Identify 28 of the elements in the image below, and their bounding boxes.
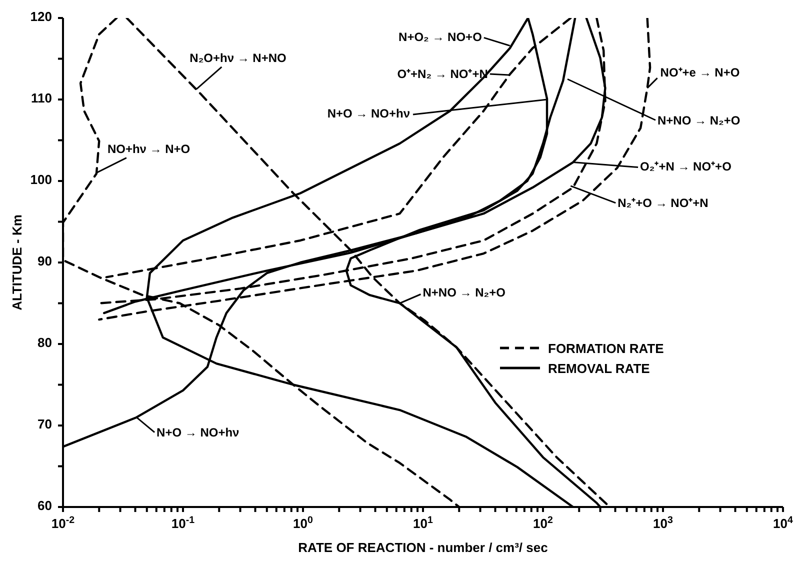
- annotation: NO+hν → N+O: [107, 142, 190, 156]
- legend-label: FORMATION RATE: [548, 340, 664, 356]
- y-tick-label: 110: [31, 90, 52, 106]
- annotation: N+NO → N₂+O: [422, 285, 506, 300]
- annotation: N+O → NO+hν: [156, 426, 240, 440]
- y-tick-label: 100: [30, 172, 52, 188]
- y-tick-label: 80: [38, 335, 52, 350]
- y-tick-label: 120: [30, 9, 52, 24]
- x-tick-label: 10$^{3}$: [653, 514, 674, 531]
- x-tick-label: 10$^{1}$: [413, 514, 434, 531]
- annotation: O₂⁺+N → NO⁺+O: [640, 159, 732, 174]
- legend-label: REMOVAL RATE: [548, 360, 650, 376]
- annotation: NO⁺+e → N+O: [660, 65, 740, 80]
- y-tick-label: 70: [38, 416, 52, 432]
- x-tick-label: 10$^{-2}$: [51, 514, 76, 531]
- annotation: N₂O+hν → N+NO: [190, 51, 286, 66]
- annotation: N+O → NO+hν: [327, 106, 410, 121]
- x-tick-label: 10$^{2}$: [533, 514, 554, 531]
- y-tick-label: 60: [38, 498, 52, 514]
- x-axis-title: RATE OF REACTION - number / cm³/ sec: [298, 540, 548, 555]
- annotation: N+NO → N₂+O: [657, 113, 740, 128]
- x-tick-label: 10$^{0}$: [293, 514, 314, 531]
- y-axis-title: ALTITUDE - Km: [9, 214, 24, 310]
- annotation: N+O₂ → NO+O: [398, 30, 482, 44]
- x-tick-label: 10$^{4}$: [773, 514, 794, 531]
- y-tick-label: 90: [38, 254, 52, 269]
- annotation: N₂⁺+O → NO⁺+N: [618, 196, 708, 210]
- x-tick-label: 10$^{-1}$: [171, 514, 196, 531]
